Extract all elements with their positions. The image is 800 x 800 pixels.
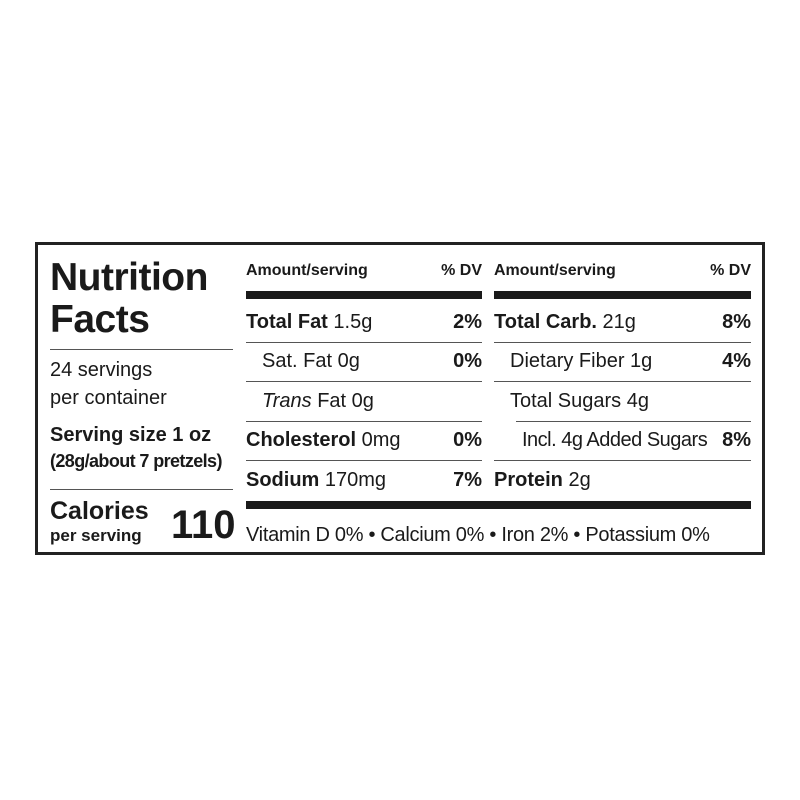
calories-per-serving: per serving <box>50 526 142 545</box>
row-sat-fat: Sat. Fat 0g 0% <box>246 349 482 373</box>
divider <box>246 421 482 422</box>
divider <box>50 349 233 350</box>
nutrient-amount: 0g <box>337 350 360 372</box>
nutrient-label: Sat. Fat <box>262 350 333 372</box>
nutrient-dv: 7% <box>453 469 482 491</box>
title-nutrition: Nutrition <box>50 256 208 299</box>
thick-divider <box>494 291 751 299</box>
divider <box>494 342 751 343</box>
row-protein: Protein 2g <box>494 468 751 492</box>
row-sodium: Sodium 170mg 7% <box>246 468 482 492</box>
divider <box>494 460 751 461</box>
vitamins-minerals: Vitamin D 0% • Calcium 0% • Iron 2% • Po… <box>246 524 710 546</box>
row-added-sugars: Incl. 4g Added Sugars 8% <box>494 428 751 452</box>
row-total-sugars: Total Sugars 4g <box>494 389 751 413</box>
nutrient-amount: 1.5g <box>333 311 373 333</box>
thick-divider <box>246 501 751 509</box>
divider <box>494 381 751 382</box>
title-facts: Facts <box>50 298 150 341</box>
nutrient-amount: 21g <box>602 311 636 333</box>
nutrient-dv: 2% <box>453 311 482 333</box>
dv-header: % DV <box>710 262 751 279</box>
nutrient-amount: 0g <box>351 390 374 412</box>
nutrient-amount: 4g <box>626 390 649 412</box>
nutrient-label: Total Fat <box>246 311 328 333</box>
nutrition-facts-label: Nutrition Facts 24 servings per containe… <box>35 242 765 555</box>
nutrient-label: Incl. 4g Added Sugars <box>522 429 708 451</box>
divider <box>246 381 482 382</box>
nutrient-dv: 4% <box>722 350 751 372</box>
divider <box>516 421 751 422</box>
amount-serving-header: Amount/serving <box>494 262 616 279</box>
nutrient-label: Dietary Fiber <box>510 350 625 372</box>
nutrient-label: Sodium <box>246 469 320 491</box>
nutrient-amount: 2g <box>568 469 591 491</box>
nutrient-amount: 0mg <box>361 429 401 451</box>
row-cholesterol: Cholesterol 0mg 0% <box>246 428 482 452</box>
nutrient-dv: 0% <box>453 350 482 372</box>
row-dietary-fiber: Dietary Fiber 1g 4% <box>494 349 751 373</box>
thick-divider <box>246 291 482 299</box>
nutrient-label: Total Sugars <box>510 390 622 412</box>
nutrient-dv: 8% <box>722 429 751 451</box>
calories-value: 110 <box>171 503 236 547</box>
divider <box>50 489 233 490</box>
col2-header: Amount/serving % DV <box>494 259 751 283</box>
row-total-carb: Total Carb. 21g 8% <box>494 310 751 334</box>
serving-size-detail: (28g/about 7 pretzels) <box>50 451 222 471</box>
nutrient-label: Cholesterol <box>246 429 357 451</box>
nutrient-amount: 1g <box>630 350 653 372</box>
calories-label: Calories <box>50 497 149 525</box>
row-trans-fat: Trans Fat 0g <box>246 389 482 413</box>
servings-per-container-line2: per container <box>50 387 167 409</box>
nutrient-dv: 0% <box>453 429 482 451</box>
divider <box>246 342 482 343</box>
row-total-fat: Total Fat 1.5g 2% <box>246 310 482 334</box>
servings-per-container-line1: 24 servings <box>50 359 153 381</box>
nutrient-dv: 8% <box>722 311 751 333</box>
nutrient-label: Total Carb. <box>494 311 597 333</box>
divider <box>246 460 482 461</box>
nutrient-label: Protein <box>494 469 563 491</box>
nutrient-label-rest: Fat <box>317 390 347 412</box>
nutrient-amount: 170mg <box>324 469 387 491</box>
amount-serving-header: Amount/serving <box>246 262 368 279</box>
serving-size: Serving size 1 oz <box>50 424 212 446</box>
nutrient-label: Trans <box>262 390 312 412</box>
dv-header: % DV <box>441 262 482 279</box>
col1-header: Amount/serving % DV <box>246 259 482 283</box>
